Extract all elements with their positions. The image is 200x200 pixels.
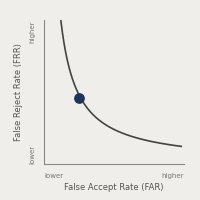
Text: False Reject Rate (FRR): False Reject Rate (FRR) xyxy=(14,43,23,141)
Point xyxy=(77,96,81,99)
Text: lower: lower xyxy=(30,145,36,164)
Text: lower: lower xyxy=(44,173,63,179)
Text: higher: higher xyxy=(162,173,184,179)
Text: False Accept Rate (FAR): False Accept Rate (FAR) xyxy=(64,183,164,192)
Text: higher: higher xyxy=(30,20,36,43)
